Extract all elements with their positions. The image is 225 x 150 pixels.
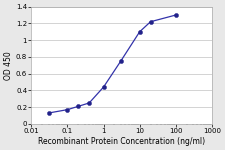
Y-axis label: OD 450: OD 450 [4,51,13,80]
X-axis label: Recombinant Protein Concentration (ng/ml): Recombinant Protein Concentration (ng/ml… [38,137,205,146]
